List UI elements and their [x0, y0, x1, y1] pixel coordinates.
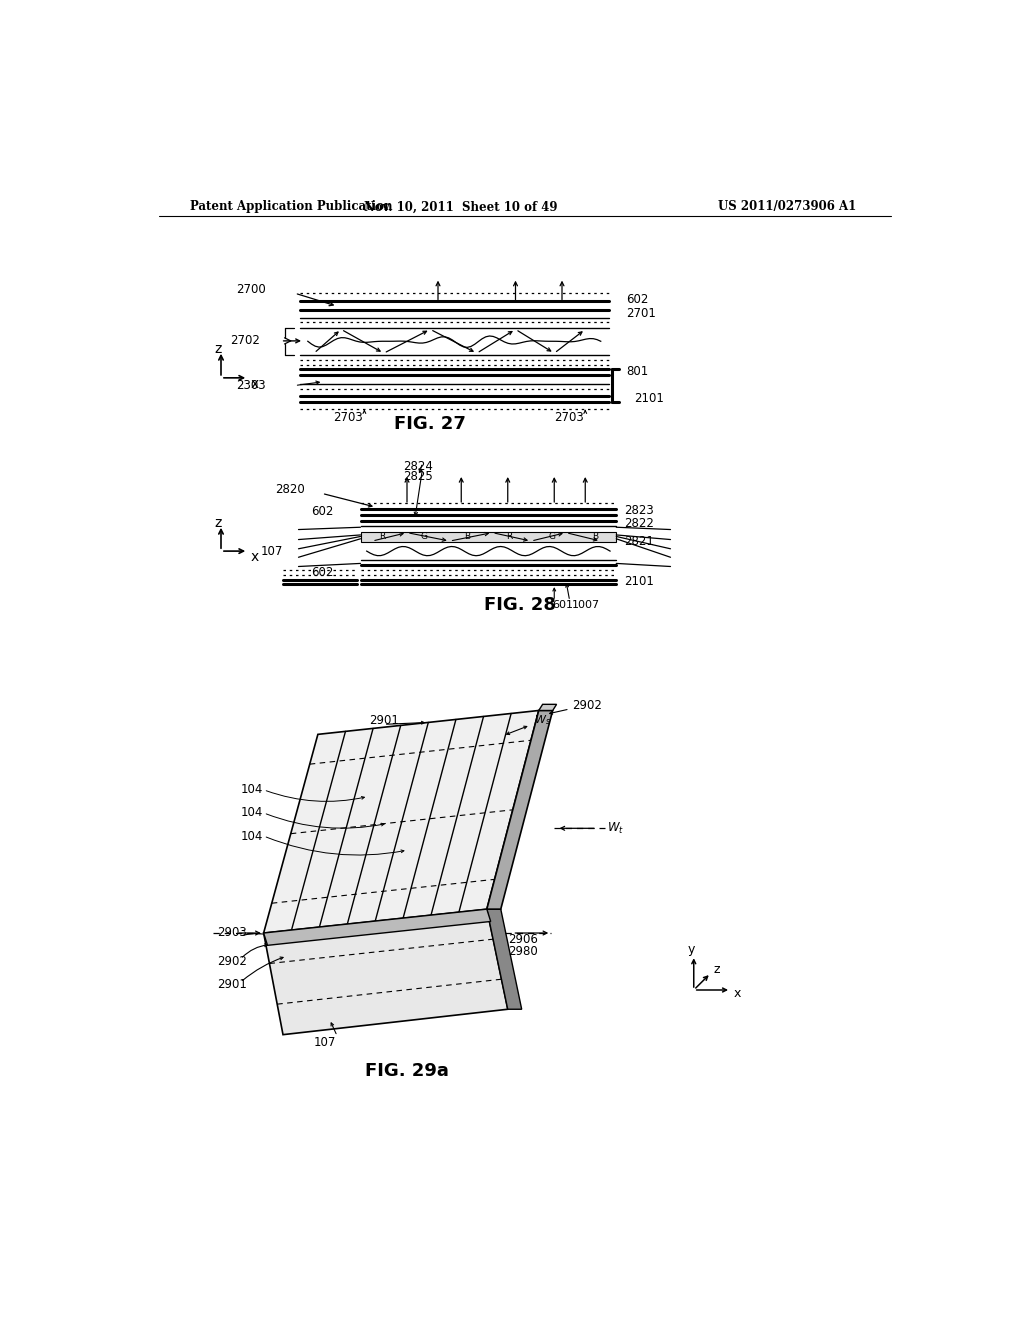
Text: US 2011/0273906 A1: US 2011/0273906 A1 — [718, 201, 856, 214]
Text: 2700: 2700 — [237, 282, 266, 296]
Text: 2903: 2903 — [217, 925, 247, 939]
Text: z: z — [215, 342, 222, 356]
Text: 107: 107 — [261, 545, 283, 557]
Text: x: x — [251, 378, 259, 391]
Text: y: y — [687, 944, 695, 957]
Text: 2901: 2901 — [217, 978, 247, 991]
Text: R: R — [507, 532, 513, 541]
Text: $W_s$: $W_s$ — [535, 713, 551, 726]
Text: 2823: 2823 — [624, 504, 653, 517]
Text: 107: 107 — [314, 1036, 336, 1049]
Bar — [360, 532, 616, 541]
Text: 602: 602 — [311, 566, 334, 579]
Text: B: B — [592, 532, 598, 541]
Text: x: x — [734, 987, 741, 1001]
Text: 104: 104 — [241, 807, 263, 820]
Text: 602: 602 — [627, 293, 648, 306]
Text: FIG. 27: FIG. 27 — [394, 414, 466, 433]
Text: 2824: 2824 — [403, 459, 433, 473]
Text: Nov. 10, 2011  Sheet 10 of 49: Nov. 10, 2011 Sheet 10 of 49 — [365, 201, 558, 214]
Text: 2821: 2821 — [624, 535, 654, 548]
Text: 2980: 2980 — [508, 945, 538, 958]
Polygon shape — [486, 710, 553, 909]
Text: 2101: 2101 — [634, 392, 664, 405]
Text: 104: 104 — [241, 829, 263, 842]
Polygon shape — [539, 705, 557, 710]
Text: z: z — [714, 964, 721, 977]
Text: 2825: 2825 — [403, 470, 433, 483]
Text: 2906: 2906 — [508, 933, 538, 946]
Text: G: G — [549, 532, 556, 541]
Text: G: G — [421, 532, 428, 541]
Text: 2902: 2902 — [572, 700, 602, 713]
Text: FIG. 29a: FIG. 29a — [366, 1061, 449, 1080]
Text: 2701: 2701 — [627, 308, 656, 321]
Text: Patent Application Publication: Patent Application Publication — [190, 201, 392, 214]
Text: 2703: 2703 — [554, 411, 584, 424]
Text: $W_t$: $W_t$ — [607, 821, 624, 836]
Polygon shape — [263, 909, 490, 945]
Text: 801: 801 — [627, 366, 648, 379]
Text: 601: 601 — [553, 601, 573, 610]
Polygon shape — [263, 909, 508, 1035]
Text: FIG. 28: FIG. 28 — [484, 597, 556, 614]
Text: 2303: 2303 — [237, 379, 266, 392]
Text: 1007: 1007 — [572, 601, 600, 610]
Text: 2822: 2822 — [624, 517, 654, 529]
Text: R: R — [379, 532, 385, 541]
Text: 2820: 2820 — [275, 483, 305, 496]
Polygon shape — [263, 710, 539, 933]
Text: 2902: 2902 — [217, 954, 247, 968]
Text: z: z — [215, 516, 222, 531]
Polygon shape — [486, 909, 521, 1010]
Text: 2703: 2703 — [334, 411, 364, 424]
Text: 2101: 2101 — [624, 576, 654, 589]
Text: B: B — [464, 532, 470, 541]
Text: 2901: 2901 — [369, 714, 398, 727]
Text: 602: 602 — [311, 504, 334, 517]
Text: 2702: 2702 — [229, 334, 260, 347]
Text: 104: 104 — [241, 783, 263, 796]
Text: x: x — [251, 550, 259, 564]
